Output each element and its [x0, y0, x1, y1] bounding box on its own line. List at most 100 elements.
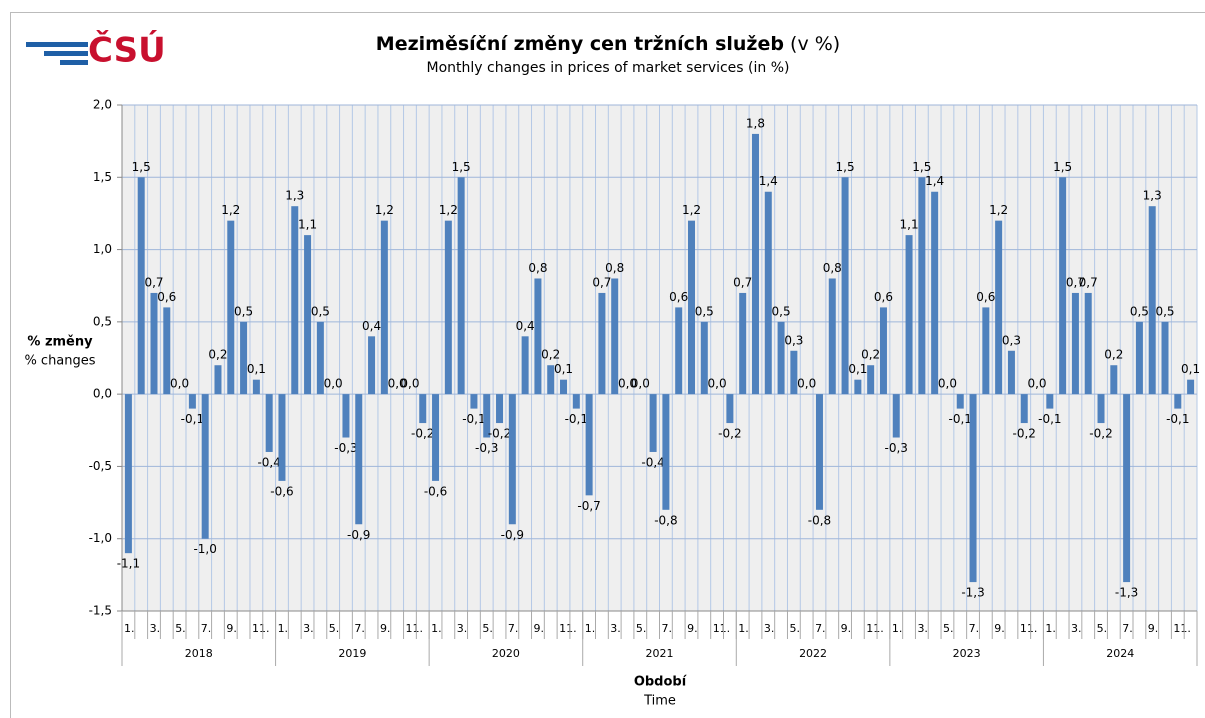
value-label: 1,1	[900, 218, 919, 232]
value-label: -0,4	[641, 455, 664, 469]
x-tick-label: 11.	[1020, 622, 1037, 635]
bar	[1007, 350, 1015, 395]
bar	[534, 278, 542, 395]
bar	[316, 321, 324, 395]
bar	[432, 394, 440, 481]
value-label: 0,7	[144, 275, 163, 289]
bar	[611, 278, 619, 395]
bar	[918, 177, 926, 395]
bar	[572, 394, 580, 409]
x-tick-label: 1.	[431, 622, 442, 635]
x-tick-label: 5.	[943, 622, 954, 635]
bar	[956, 394, 964, 409]
value-label: 0,1	[554, 362, 573, 376]
value-label: -0,2	[411, 427, 434, 441]
bar	[278, 394, 286, 481]
value-label: 0,0	[400, 377, 419, 391]
value-label: 1,5	[1053, 160, 1072, 174]
value-label: 0,0	[708, 377, 727, 391]
bar	[764, 191, 772, 395]
title-main: Meziměsíční změny cen tržních služeb	[376, 33, 784, 55]
value-label: 0,2	[541, 348, 560, 362]
bar	[1174, 394, 1182, 409]
chart-subtitle: Monthly changes in prices of market serv…	[427, 60, 790, 76]
x-tick-label: 1.	[124, 622, 135, 635]
bar	[291, 206, 299, 395]
logo: ČSÚ	[26, 30, 166, 71]
bar	[483, 394, 491, 438]
bar	[649, 394, 657, 452]
bar	[240, 321, 248, 395]
x-tick-label: 1.	[1045, 622, 1056, 635]
value-label: 0,4	[516, 319, 535, 333]
year-label: 2020	[492, 647, 520, 660]
value-label: 0,0	[324, 377, 343, 391]
x-axis-label-en: Time	[643, 694, 676, 709]
bar	[841, 177, 849, 395]
x-tick-label: 11.	[252, 622, 270, 635]
value-label: 1,5	[912, 160, 931, 174]
value-label: -0,3	[334, 441, 357, 455]
bar	[1071, 292, 1079, 395]
value-label: 1,3	[1143, 189, 1162, 203]
bar	[879, 307, 887, 395]
value-label: 0,1	[247, 362, 266, 376]
value-label: 1,5	[132, 160, 151, 174]
value-label: -0,2	[718, 427, 741, 441]
bar	[150, 292, 158, 395]
x-axis-label: Období	[634, 675, 688, 690]
value-label: 0,4	[362, 319, 381, 333]
bar	[1187, 379, 1195, 395]
value-label: 0,8	[605, 261, 624, 275]
value-label: -0,8	[808, 513, 831, 527]
value-label: -1,0	[193, 542, 216, 556]
x-tick-label: 3.	[150, 622, 161, 635]
value-label: -0,1	[181, 412, 204, 426]
y-tick-label: 1,5	[93, 170, 112, 184]
value-label: -1,3	[961, 586, 984, 600]
bar	[751, 133, 759, 395]
value-label: 0,1	[848, 362, 867, 376]
value-label: 0,5	[311, 304, 330, 318]
year-label: 2022	[799, 647, 827, 660]
value-label: -0,6	[424, 484, 447, 498]
x-tick-label: 11.	[406, 622, 424, 635]
x-tick-label: 1.	[892, 622, 903, 635]
x-tick-label: 9.	[687, 622, 698, 635]
value-label: -0,3	[475, 441, 498, 455]
bar	[969, 394, 977, 583]
value-label: -0,1	[1038, 412, 1061, 426]
x-tick-label: 11.	[559, 622, 577, 635]
x-tick-label: 9.	[841, 622, 852, 635]
value-label: 0,0	[170, 377, 189, 391]
bar	[1135, 321, 1143, 395]
y-tick-label: 0,0	[93, 387, 112, 401]
x-tick-label: 3.	[303, 622, 314, 635]
x-tick-label: 5.	[1097, 622, 1108, 635]
value-label: 1,2	[375, 203, 394, 217]
logo-bar	[60, 60, 88, 65]
value-label: 0,8	[528, 261, 547, 275]
bar	[265, 394, 273, 452]
value-label: 0,1	[1181, 362, 1200, 376]
logo-bar	[26, 42, 88, 47]
bar	[892, 394, 900, 438]
year-label: 2019	[338, 647, 366, 660]
chart-title: Meziměsíční změny cen tržních služeb (v …	[376, 33, 840, 55]
bar	[457, 177, 465, 395]
bar	[214, 365, 222, 395]
y-tick-label: -1,0	[89, 531, 112, 545]
bar	[521, 336, 529, 395]
bar	[137, 177, 145, 395]
bar	[188, 394, 196, 409]
bar	[905, 235, 913, 395]
title-suffix: (v %)	[790, 33, 840, 55]
bar	[828, 278, 836, 395]
value-label: -1,3	[1115, 586, 1138, 600]
bar	[163, 307, 171, 395]
bar	[687, 220, 695, 395]
value-label: -0,2	[1089, 427, 1112, 441]
value-label: 0,5	[772, 304, 791, 318]
value-label: 1,5	[452, 160, 471, 174]
bar	[368, 336, 376, 395]
